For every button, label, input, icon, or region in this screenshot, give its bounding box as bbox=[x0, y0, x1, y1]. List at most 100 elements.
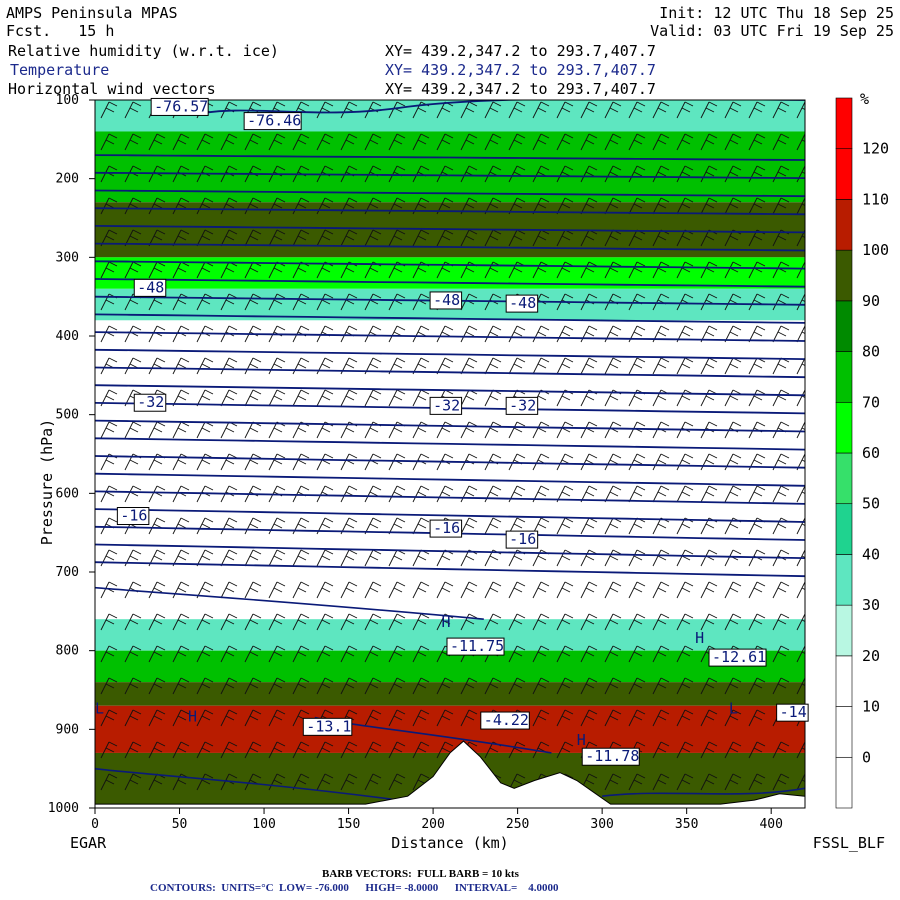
wind-barb bbox=[172, 357, 190, 375]
wind-barb bbox=[244, 197, 262, 215]
wind-barb bbox=[220, 357, 238, 375]
x-tick-label: 0 bbox=[91, 817, 99, 832]
wind-barb bbox=[772, 197, 790, 215]
isotherm-label: -11.75 bbox=[450, 637, 504, 655]
wind-barb bbox=[148, 645, 166, 663]
y-tick-label: 600 bbox=[56, 486, 79, 501]
wind-barb bbox=[316, 741, 334, 759]
wind-barb bbox=[292, 613, 310, 631]
wind-barb bbox=[724, 389, 742, 407]
isotherm-label-box bbox=[446, 637, 505, 656]
wind-barb bbox=[172, 709, 190, 727]
wind-barb bbox=[772, 325, 790, 343]
extremum-marker: H bbox=[188, 707, 197, 725]
wind-barb bbox=[292, 197, 310, 215]
wind-barb bbox=[340, 581, 358, 599]
x-tick-label: 200 bbox=[421, 817, 444, 832]
wind-barb bbox=[484, 101, 502, 119]
wind-barb bbox=[532, 325, 550, 343]
colorbar-label: 60 bbox=[862, 444, 880, 462]
wind-barb bbox=[148, 741, 166, 759]
x-tick-label: 300 bbox=[590, 817, 613, 832]
wind-barb bbox=[220, 645, 238, 663]
isotherm-line bbox=[95, 189, 805, 198]
isotherm-label-box bbox=[116, 507, 150, 526]
wind-barb bbox=[700, 197, 718, 215]
wind-barb bbox=[100, 709, 118, 727]
wind-barb bbox=[340, 741, 358, 759]
wind-barb bbox=[364, 741, 382, 759]
wind-barb bbox=[700, 581, 718, 599]
wind-barb bbox=[796, 677, 805, 695]
isotherm-line bbox=[95, 490, 805, 505]
wind-barb bbox=[484, 325, 502, 343]
wind-barb bbox=[628, 197, 646, 215]
wind-barb bbox=[244, 133, 262, 151]
wind-barb bbox=[772, 133, 790, 151]
colorbar-segment bbox=[835, 199, 853, 251]
wind-barb bbox=[772, 165, 790, 183]
wind-barb bbox=[388, 389, 406, 407]
wind-barb bbox=[196, 741, 214, 759]
wind-barb bbox=[364, 389, 382, 407]
y-tick-label: 800 bbox=[56, 644, 79, 659]
wind-barb bbox=[652, 613, 670, 631]
wind-barb bbox=[700, 709, 718, 727]
wind-barb bbox=[652, 197, 670, 215]
wind-barb bbox=[412, 741, 430, 759]
wind-barb bbox=[460, 517, 478, 535]
colorbar-segment bbox=[835, 249, 853, 302]
wind-barb bbox=[580, 645, 598, 663]
wind-barb bbox=[124, 133, 142, 151]
wind-barb bbox=[316, 549, 334, 567]
wind-barb bbox=[244, 293, 262, 311]
x-tick-label: 100 bbox=[252, 817, 275, 832]
wind-barb bbox=[628, 165, 646, 183]
wind-barb bbox=[412, 229, 430, 247]
isotherm-label: -76.46 bbox=[247, 112, 301, 130]
isotherm-line bbox=[95, 313, 805, 324]
wind-barb bbox=[724, 709, 742, 727]
wind-barb bbox=[676, 261, 694, 279]
wind-barb bbox=[796, 517, 805, 535]
wind-barb bbox=[220, 677, 238, 695]
wind-barb bbox=[556, 165, 574, 183]
extremum-marker: H bbox=[577, 731, 586, 749]
isotherm-line bbox=[95, 278, 805, 288]
wind-barb bbox=[268, 677, 286, 695]
wind-barb bbox=[316, 613, 334, 631]
wind-barb bbox=[412, 645, 430, 663]
wind-barb bbox=[364, 581, 382, 599]
wind-barb bbox=[220, 229, 238, 247]
isotherm-label-box bbox=[505, 530, 539, 549]
wind-barb bbox=[724, 677, 742, 695]
wind-barb bbox=[652, 549, 670, 567]
isotherm-label: -13.1 bbox=[306, 717, 351, 735]
wind-barb bbox=[316, 677, 334, 695]
colorbar-label: 70 bbox=[862, 393, 880, 411]
wind-barb bbox=[268, 613, 286, 631]
colorbar-segment bbox=[835, 148, 853, 200]
wind-barb bbox=[460, 581, 478, 599]
wind-barb bbox=[724, 165, 742, 183]
wind-barb bbox=[796, 773, 805, 791]
wind-barb bbox=[772, 645, 790, 663]
wind-barb bbox=[388, 613, 406, 631]
wind-barb bbox=[364, 709, 382, 727]
isotherm-line bbox=[95, 154, 805, 161]
plot-area bbox=[95, 100, 805, 808]
wind-barb bbox=[604, 773, 622, 791]
colorbar: 0 10 20 30 40 50 60 70 80 90 100 110 120 bbox=[835, 97, 889, 809]
contours-note: CONTOURS: UNITS=°C LOW= -76.000 HIGH= -8… bbox=[150, 882, 559, 894]
wind-barb bbox=[412, 517, 430, 535]
x-tick-label: 50 bbox=[172, 817, 188, 832]
wind-barb bbox=[724, 741, 742, 759]
wind-barb bbox=[220, 517, 238, 535]
wind-barb bbox=[388, 709, 406, 727]
colorbar-label: 50 bbox=[862, 495, 880, 513]
wind-barb bbox=[748, 581, 766, 599]
wind-barb bbox=[388, 133, 406, 151]
wind-barb bbox=[340, 677, 358, 695]
wind-barb bbox=[148, 421, 166, 439]
wind-barb bbox=[196, 549, 214, 567]
